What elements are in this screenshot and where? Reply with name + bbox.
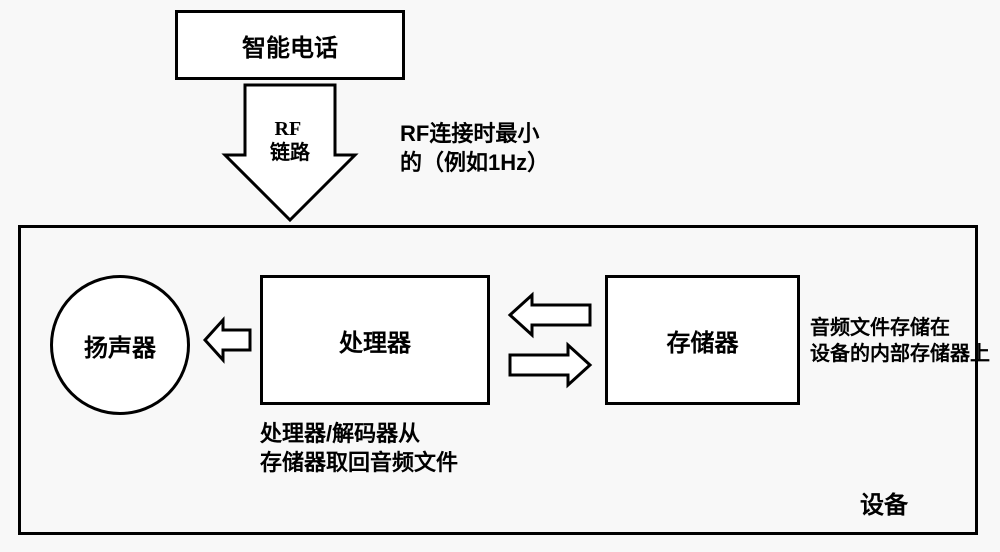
mem-note-line2: 设备的内部存储器上 bbox=[810, 341, 990, 367]
speaker-circle: 扬声器 bbox=[50, 275, 190, 415]
rf-link-label-1: RF bbox=[275, 118, 301, 140]
smartphone-label: 智能电话 bbox=[242, 28, 338, 63]
proc-to-mem-arrow bbox=[510, 345, 590, 385]
memory-box: 存储器 bbox=[605, 275, 800, 405]
mem-to-proc-arrow bbox=[510, 295, 590, 335]
mem-note-line1: 音频文件存储在 bbox=[810, 315, 990, 341]
processor-note: 处理器/解码器从 存储器取回音频文件 bbox=[260, 420, 458, 477]
device-label-text: 设备 bbox=[860, 492, 908, 519]
processor-box: 处理器 bbox=[260, 275, 490, 405]
proc-note-line2: 存储器取回音频文件 bbox=[260, 449, 458, 478]
speaker-label: 扬声器 bbox=[84, 328, 156, 363]
diagram-canvas: 智能电话 RF 链路 RF连接时最小 的（例如1Hz） 扬声器 处理器 存储器 … bbox=[0, 0, 1000, 552]
proc-to-speaker-arrow bbox=[205, 320, 250, 360]
processor-label: 处理器 bbox=[339, 323, 411, 358]
smartphone-box: 智能电话 bbox=[175, 10, 405, 80]
rf-link-arrow: RF 链路 bbox=[225, 85, 355, 220]
rf-note-line2: 的（例如1Hz） bbox=[400, 149, 549, 178]
proc-note-line1: 处理器/解码器从 bbox=[260, 420, 458, 449]
memory-note: 音频文件存储在 设备的内部存储器上 bbox=[810, 315, 990, 367]
rf-note: RF连接时最小 的（例如1Hz） bbox=[400, 120, 549, 177]
rf-note-line1: RF连接时最小 bbox=[400, 120, 549, 149]
rf-link-label-2: 链路 bbox=[270, 140, 311, 164]
device-label: 设备 bbox=[860, 490, 908, 521]
memory-label: 存储器 bbox=[667, 323, 739, 358]
